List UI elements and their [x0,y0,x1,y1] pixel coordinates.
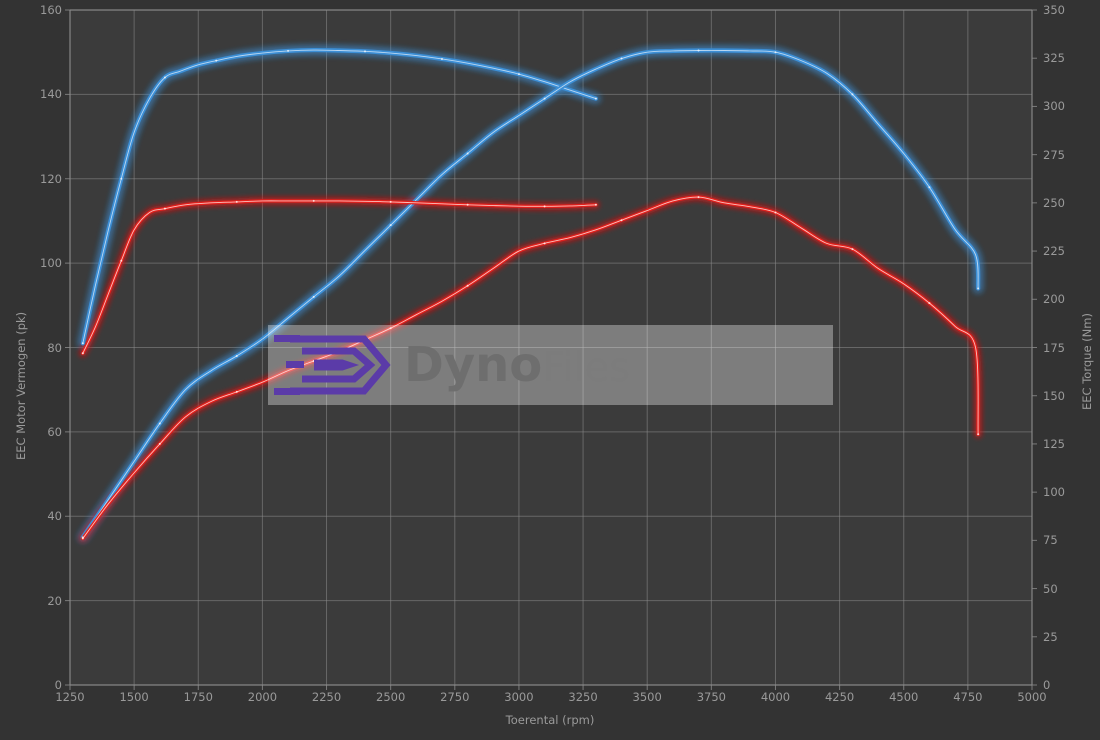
x-tick-4000: 4000 [760,690,791,704]
y-right-tick-100: 100 [1043,485,1065,500]
x-tick-3000: 3000 [504,690,534,704]
axis-frame [69,9,1033,686]
gridlines [69,9,1033,686]
y-left-tick-120: 120 [40,171,62,186]
x-axis-title: Toerental (rpm) [505,713,595,727]
y-left-tick-140: 140 [40,87,62,102]
curve-layer [80,47,981,541]
x-tick-1500: 1500 [119,690,149,704]
y-right-tick-75: 75 [1043,533,1058,548]
y-left-tick-60: 60 [47,424,62,439]
x-tick-1750: 1750 [183,690,213,704]
y-left-tick-0: 0 [54,678,62,692]
y-right-tick-0: 0 [1043,678,1051,692]
y-left-tick-80: 80 [47,340,62,355]
x-tick-4750: 4750 [953,690,983,704]
x-tick-4250: 4250 [824,690,855,704]
y-right-tick-250: 250 [1043,195,1065,210]
x-tick-3250: 3250 [568,690,598,704]
y-right-tick-200: 200 [1043,292,1065,307]
y-axis-right-title: EEC Torque (Nm) [1080,313,1094,410]
x-tick-5000: 5000 [1017,690,1047,704]
y-right-tick-150: 150 [1043,388,1065,403]
curve-glow-layer [78,45,983,542]
y-left-tick-160: 160 [40,3,62,17]
y-right-tick-125: 125 [1043,436,1065,451]
y-right-tick-50: 50 [1043,581,1058,596]
x-tick-2250: 2250 [311,690,342,704]
y-axis-left-title: EEC Motor Vermogen (pk) [14,311,28,460]
x-tick-2500: 2500 [376,690,406,704]
x-tick-2000: 2000 [247,690,278,704]
y-left-tick-100: 100 [40,256,62,271]
x-tick-4500: 4500 [889,690,919,704]
y-left-tick-40: 40 [47,509,62,524]
tick-marks [65,9,1037,690]
x-tick-3750: 3750 [696,690,726,704]
y-right-tick-325: 325 [1043,51,1065,66]
y-right-tick-275: 275 [1043,147,1065,162]
x-tick-2750: 2750 [440,690,470,704]
y-right-tick-175: 175 [1043,340,1065,355]
y-left-tick-20: 20 [47,593,62,608]
x-tick-3500: 3500 [632,690,662,704]
y-right-tick-225: 225 [1043,244,1065,259]
data-point-markers [81,49,980,540]
y-right-tick-300: 300 [1043,99,1065,114]
x-tick-1250: 1250 [55,690,85,704]
y-right-tick-350: 350 [1043,3,1065,17]
y-right-tick-25: 25 [1043,629,1058,644]
